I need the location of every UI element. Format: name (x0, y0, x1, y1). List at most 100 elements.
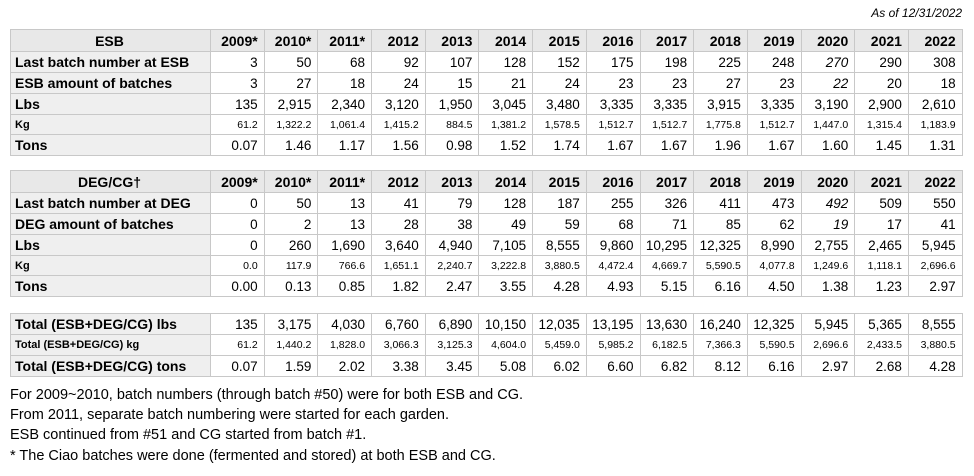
table-cell: 2,433.5 (854, 334, 909, 356)
table-cell: 2 (263, 213, 319, 235)
year-header: 2014 (478, 29, 534, 52)
table-cell: 50 (263, 192, 319, 214)
table-cell: 1.52 (478, 134, 534, 156)
table-cell: 4,030 (317, 313, 373, 335)
table-cell: 1,249.6 (800, 255, 856, 276)
year-header: 2012 (371, 29, 426, 52)
year-header: 2009* (210, 170, 265, 193)
table-cell: 4,077.8 (746, 255, 802, 276)
table-row: Total (ESB+DEG/CG) tons 0.07 1.59 2.02 3.38 3… (10, 355, 963, 377)
table-cell: 1,440.2 (263, 334, 319, 356)
table-cell: 3.38 (371, 355, 426, 377)
table-cell: 0.07 (210, 134, 265, 156)
table-cell: 13 (317, 192, 373, 214)
table-cell: 5,590.5 (693, 255, 748, 276)
table-cell: 41 (907, 213, 963, 235)
table-cell: 3,880.5 (532, 255, 587, 276)
table-cell: 0.98 (424, 134, 480, 156)
table-cell: 2,755 (800, 234, 856, 256)
table-cell: 1.59 (263, 355, 319, 377)
table-cell: 0.85 (317, 275, 373, 297)
table-cell: 7,366.3 (693, 334, 748, 356)
table-cell: 2.02 (317, 355, 373, 377)
table-cell: 1.74 (532, 134, 587, 156)
table-cell: 6.02 (532, 355, 587, 377)
table-cell: 0 (210, 192, 265, 214)
table-cell: 255 (585, 192, 641, 214)
table-cell: 23 (585, 72, 641, 94)
table-cell: 1,651.1 (371, 255, 426, 276)
table-cell: 326 (639, 192, 695, 214)
row-label: Last batch number at DEG (10, 192, 211, 214)
table-cell: 1.46 (263, 134, 319, 156)
table-cell: 187 (532, 192, 587, 214)
table-cell: 1,315.4 (854, 114, 909, 135)
table-cell: 492 (800, 192, 856, 214)
table-cell: 13 (317, 213, 373, 235)
table-cell: 5,985.2 (585, 334, 641, 356)
year-header: 2009* (210, 29, 265, 52)
table-cell: 225 (693, 51, 748, 73)
table-cell: 1.60 (800, 134, 856, 156)
table-cell: 9,860 (585, 234, 641, 256)
table-cell: 19 (800, 213, 856, 235)
table-row: ESB amount of batches 3 27 18 24 15 21 24 23 23 27… (10, 72, 963, 94)
table-row: Tons 0.00 0.13 0.85 1.82 2.47 3.55 4.28 4.93 5.15… (10, 275, 963, 297)
table-cell: 260 (263, 234, 319, 256)
table-cell: 1.31 (907, 134, 963, 156)
table-cell: 1.67 (585, 134, 641, 156)
table-cell: 1,447.0 (800, 114, 856, 135)
table-cell: 13,630 (639, 313, 695, 335)
table-cell: 3,335 (746, 93, 802, 115)
table-cell: 107 (424, 51, 480, 73)
table-cell: 4.50 (746, 275, 802, 297)
year-header: 2020 (800, 29, 856, 52)
table-cell: 6,760 (371, 313, 426, 335)
table-cell: 17 (854, 213, 909, 235)
table-cell: 3,880.5 (907, 334, 963, 356)
table-cell: 2.68 (854, 355, 909, 377)
table-cell: 1,512.7 (639, 114, 695, 135)
table-row: Total (ESB+DEG/CG) kg 61.2 1,440.2 1,828.0 3… (10, 334, 963, 356)
table-cell: 1,061.4 (317, 114, 373, 135)
table-cell: 2,915 (263, 93, 319, 115)
table-cell: 1.45 (854, 134, 909, 156)
table-cell: 2,900 (854, 93, 909, 115)
table-cell: 1.56 (371, 134, 426, 156)
table-cell: 20 (854, 72, 909, 94)
table-cell: 3,222.8 (478, 255, 534, 276)
table-cell: 3,175 (263, 313, 319, 335)
table-row: Last batch number at ESB 3 50 68 92 107 128 152… (10, 51, 963, 73)
table-cell: 3,335 (639, 93, 695, 115)
year-header: 2015 (532, 170, 587, 193)
table-row: DEG amount of batches 0 2 13 28 38 49 59 68 71 85 6… (10, 213, 963, 235)
table-cell: 1.17 (317, 134, 373, 156)
year-header: 2018 (693, 170, 748, 193)
table-cell: 411 (693, 192, 748, 214)
row-label: Kg (10, 114, 211, 135)
table-row: Lbs 0 260 1,690 3,640 4,940 7,105 8,555 9,860 10,… (10, 234, 963, 256)
year-header: 2018 (693, 29, 748, 52)
table-cell: 23 (639, 72, 695, 94)
table-cell: 0.00 (210, 275, 265, 297)
table-cell: 5,945 (907, 234, 963, 256)
table-cell: 308 (907, 51, 963, 73)
table-cell: 4.28 (532, 275, 587, 297)
row-label: Tons (10, 275, 211, 297)
table-cell: 550 (907, 192, 963, 214)
table-cell: 4,669.7 (639, 255, 695, 276)
table-cell: 92 (371, 51, 426, 73)
table-cell: 2,610 (907, 93, 963, 115)
table-cell: 473 (746, 192, 802, 214)
table-cell: 28 (371, 213, 426, 235)
table-cell: 61.2 (210, 114, 265, 135)
table-cell: 0.07 (210, 355, 265, 377)
table-cell: 1.82 (371, 275, 426, 297)
year-header: 2014 (478, 170, 534, 193)
table-cell: 4.28 (907, 355, 963, 377)
year-header: 2017 (639, 170, 695, 193)
as-of-date: As of 12/31/2022 (871, 6, 962, 20)
table-cell: 18 (317, 72, 373, 94)
table-cell: 175 (585, 51, 641, 73)
year-header: 2019 (746, 29, 802, 52)
